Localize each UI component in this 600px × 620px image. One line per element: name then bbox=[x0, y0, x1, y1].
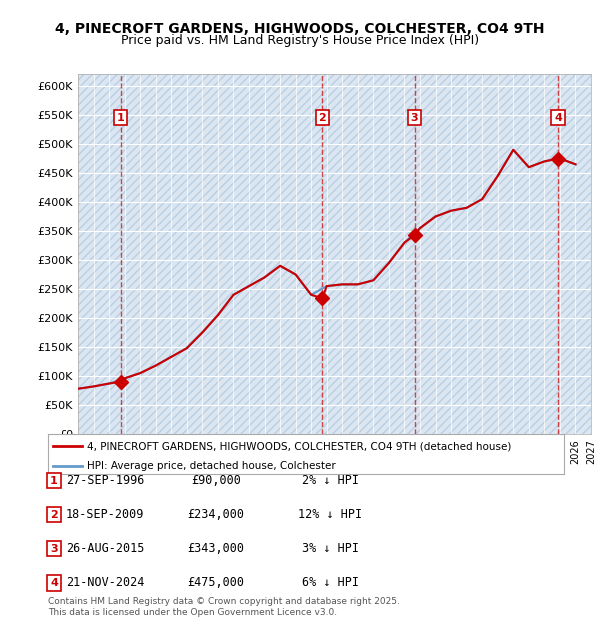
Text: 3: 3 bbox=[411, 113, 418, 123]
Text: £343,000: £343,000 bbox=[187, 542, 245, 555]
Text: 4: 4 bbox=[554, 113, 562, 123]
Text: £234,000: £234,000 bbox=[187, 508, 245, 521]
Text: HPI: Average price, detached house, Colchester: HPI: Average price, detached house, Colc… bbox=[86, 461, 335, 471]
Text: 2% ↓ HPI: 2% ↓ HPI bbox=[302, 474, 359, 487]
Text: Contains HM Land Registry data © Crown copyright and database right 2025.
This d: Contains HM Land Registry data © Crown c… bbox=[48, 598, 400, 617]
Text: 3: 3 bbox=[50, 544, 58, 554]
Text: Price paid vs. HM Land Registry's House Price Index (HPI): Price paid vs. HM Land Registry's House … bbox=[121, 34, 479, 47]
Text: 26-AUG-2015: 26-AUG-2015 bbox=[66, 542, 144, 555]
Text: 1: 1 bbox=[50, 476, 58, 485]
Text: 2: 2 bbox=[319, 113, 326, 123]
Text: 21-NOV-2024: 21-NOV-2024 bbox=[66, 577, 144, 589]
Text: 27-SEP-1996: 27-SEP-1996 bbox=[66, 474, 144, 487]
Text: 3% ↓ HPI: 3% ↓ HPI bbox=[302, 542, 359, 555]
Text: 12% ↓ HPI: 12% ↓ HPI bbox=[298, 508, 362, 521]
Text: £90,000: £90,000 bbox=[191, 474, 241, 487]
Text: 4, PINECROFT GARDENS, HIGHWOODS, COLCHESTER, CO4 9TH: 4, PINECROFT GARDENS, HIGHWOODS, COLCHES… bbox=[55, 22, 545, 36]
Text: 4: 4 bbox=[50, 578, 58, 588]
Text: 4, PINECROFT GARDENS, HIGHWOODS, COLCHESTER, CO4 9TH (detached house): 4, PINECROFT GARDENS, HIGHWOODS, COLCHES… bbox=[86, 441, 511, 451]
Text: 1: 1 bbox=[117, 113, 124, 123]
Text: 18-SEP-2009: 18-SEP-2009 bbox=[66, 508, 144, 521]
Text: £475,000: £475,000 bbox=[187, 577, 245, 589]
Text: 2: 2 bbox=[50, 510, 58, 520]
Text: 6% ↓ HPI: 6% ↓ HPI bbox=[302, 577, 359, 589]
